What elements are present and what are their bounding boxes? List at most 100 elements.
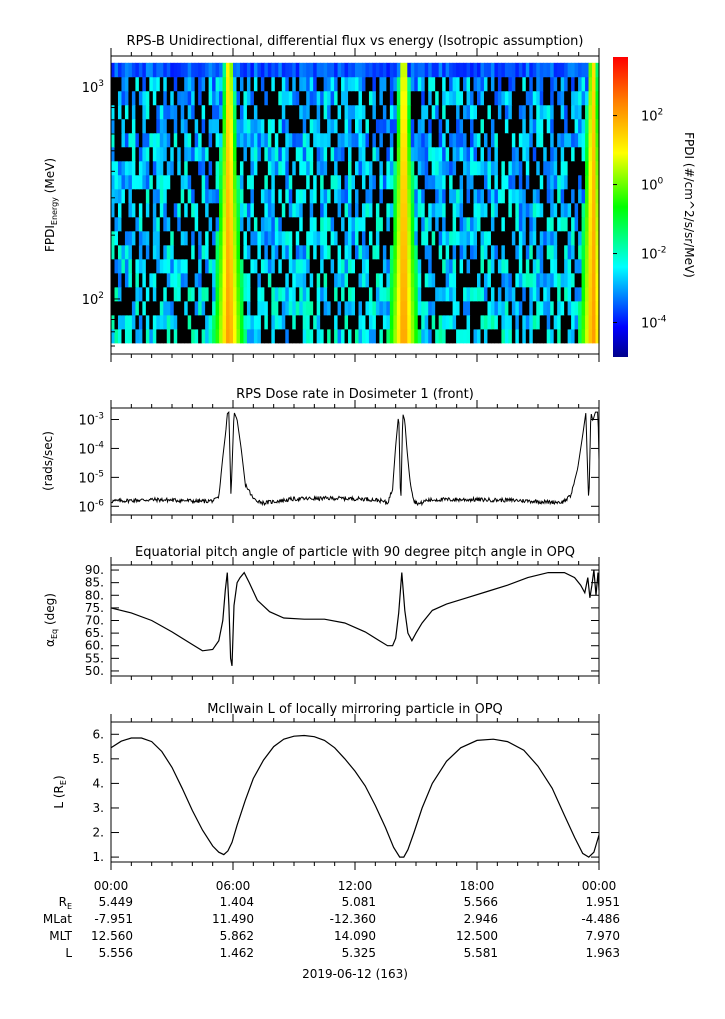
spectrogram-cell xyxy=(334,258,339,274)
spectrogram-cell xyxy=(117,300,123,316)
spectrogram-cell xyxy=(539,132,544,148)
spectrogram-cell xyxy=(525,76,530,92)
spectrogram-cell xyxy=(323,146,328,162)
spectrogram-cell xyxy=(553,286,558,302)
spectrogram-cell xyxy=(379,328,384,344)
spectrogram-cell xyxy=(539,300,544,316)
spectrogram-cell xyxy=(483,62,489,78)
spectrogram-cell xyxy=(564,328,569,344)
spectrogram-cell xyxy=(163,272,168,288)
spectrogram-cell xyxy=(501,76,506,92)
spectrogram-cell xyxy=(585,328,590,344)
spectrogram-cell xyxy=(480,90,485,106)
spectrogram-cell xyxy=(281,62,286,78)
spectrogram-cell xyxy=(323,300,328,316)
spectrogram-cell xyxy=(302,160,307,176)
spectrogram-cell xyxy=(550,258,555,274)
spectrogram-cell xyxy=(368,216,374,232)
spectrogram-cell xyxy=(124,160,130,176)
spectrogram-cell xyxy=(292,90,297,106)
spectrogram-cell xyxy=(435,90,440,106)
spectrogram-cell xyxy=(173,202,178,218)
spectrogram-cell xyxy=(316,272,321,288)
spectrogram-cell xyxy=(177,202,182,218)
spectrogram-cell xyxy=(546,188,551,204)
spectrogram-cell xyxy=(117,90,123,106)
spectrogram-cell xyxy=(341,202,346,218)
spectrogram-cell xyxy=(532,230,537,246)
spectrogram-cell xyxy=(501,258,506,274)
spectrogram-cell xyxy=(532,272,537,288)
spectrogram-cell xyxy=(581,76,586,92)
spectrogram-cell xyxy=(497,258,502,274)
spectrogram-cell xyxy=(131,314,136,330)
spectrogram-cell xyxy=(257,272,262,288)
spectrogram-cell xyxy=(351,90,356,106)
spectrogram-cell xyxy=(529,286,534,302)
spectrogram-cell xyxy=(205,300,210,316)
spectrogram-cell xyxy=(407,328,412,344)
spectrogram-cell xyxy=(421,272,426,288)
panel2-ylabel: (rads/sec) xyxy=(41,431,55,491)
spectrogram-cell xyxy=(278,258,283,274)
spectrogram-cell xyxy=(187,244,192,260)
spectrogram-cell xyxy=(194,314,199,330)
spectrogram-cell xyxy=(539,216,544,232)
spectrogram-cell xyxy=(372,174,377,190)
spectrogram-cell xyxy=(452,328,457,344)
spectrogram-cell xyxy=(355,104,360,120)
spectrogram-cell xyxy=(236,258,241,274)
spectrogram-cell xyxy=(253,216,258,232)
spectrogram-cell xyxy=(236,328,241,344)
spectrogram-cell xyxy=(121,314,126,330)
spectrogram-cell xyxy=(375,132,380,148)
spectrogram-cell xyxy=(288,216,293,232)
spectrogram-cell xyxy=(470,230,475,246)
spectrogram-cell xyxy=(487,286,492,302)
spectrogram-cell xyxy=(595,328,600,344)
spectrogram-cell xyxy=(477,188,482,204)
spectrogram-cell xyxy=(267,314,272,330)
spectrogram-cell xyxy=(285,174,290,190)
spectrogram-cell xyxy=(529,244,534,260)
spectrogram-cell xyxy=(229,286,234,302)
spectrogram-cell xyxy=(205,244,210,260)
spectrogram-cell xyxy=(515,244,520,260)
y-tick-label: 80. xyxy=(85,588,104,602)
spectrogram-cell xyxy=(306,104,311,120)
spectrogram-cell xyxy=(508,146,513,162)
spectrogram-cell xyxy=(250,300,255,316)
spectrogram-cell xyxy=(504,62,509,78)
spectrogram-cell xyxy=(438,118,443,134)
spectrogram-cell xyxy=(571,118,576,134)
spectrogram-cell xyxy=(403,216,408,232)
spectrogram-cell xyxy=(550,146,555,162)
spectrogram-cell xyxy=(480,160,485,176)
spectrogram-cell xyxy=(525,174,530,190)
spectrogram-cell xyxy=(253,62,258,78)
spectrogram-cell xyxy=(494,104,499,120)
spectrogram-cell xyxy=(156,272,161,288)
spectrogram-cell xyxy=(389,146,394,162)
spectrogram-cell xyxy=(375,76,380,92)
panel3-x-ticks xyxy=(110,557,600,684)
spectrogram-cell xyxy=(560,76,565,92)
spectrogram-cell xyxy=(536,202,541,218)
spectrogram-cell xyxy=(581,188,586,204)
spectrogram-cell xyxy=(222,132,227,148)
spectrogram-cell xyxy=(497,314,502,330)
spectrogram-cell xyxy=(560,328,565,344)
spectrogram-cell xyxy=(215,286,220,302)
spectrogram-cell xyxy=(281,118,286,134)
spectrogram-cell xyxy=(571,216,576,232)
spectrogram-cell xyxy=(246,188,252,204)
spectrogram-cell xyxy=(257,286,262,302)
spectrogram-cell xyxy=(536,258,541,274)
spectrogram-cell xyxy=(285,132,290,148)
spectrogram-cell xyxy=(522,62,527,78)
spectrogram-cell xyxy=(532,258,537,274)
spectrogram-cell xyxy=(131,90,136,106)
spectrogram-cell xyxy=(585,188,590,204)
spectrogram-cell xyxy=(264,244,269,260)
spectrogram-cell xyxy=(483,188,489,204)
